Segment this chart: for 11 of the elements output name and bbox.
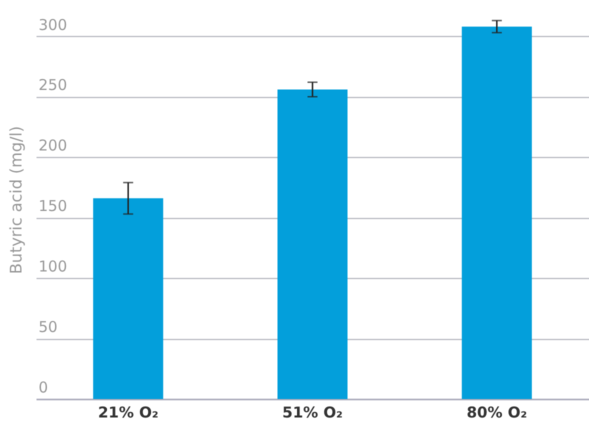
x-tick-label: 51% O₂ <box>282 404 343 422</box>
y-tick-label: 0 <box>38 378 48 396</box>
y-tick-label: 150 <box>38 197 68 216</box>
y-tick-label: 50 <box>38 318 58 336</box>
y-tick-label: 200 <box>38 136 68 155</box>
y-tick-label: 300 <box>38 16 68 34</box>
y-tick-label: 100 <box>38 258 68 276</box>
x-tick-label: 80% O₂ <box>466 404 528 422</box>
y-axis-title: Butyric acid (mg/l) <box>6 126 26 274</box>
x-tick-label: 21% O₂ <box>98 404 158 422</box>
y-tick-label: 250 <box>38 76 68 94</box>
